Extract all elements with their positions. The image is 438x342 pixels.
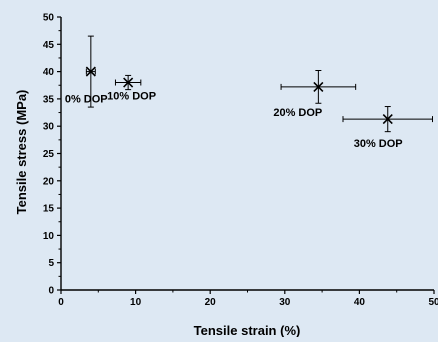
y-tick-label: 25	[43, 149, 55, 160]
data-point	[313, 81, 324, 92]
y-tick-label: 20	[43, 176, 55, 187]
y-tick-label: 40	[43, 67, 55, 78]
point-label: 20% DOP	[273, 107, 322, 119]
y-tick-label: 15	[43, 204, 55, 215]
y-tick-label: 5	[48, 258, 54, 269]
y-tick-label: 0	[48, 286, 54, 297]
point-marker-stroke	[382, 114, 393, 125]
point-marker-stroke	[85, 66, 96, 77]
x-tick-label: 30	[279, 297, 291, 308]
ticks: 0 10 20 30 40 50 0 5 10 15 20 25 30 35 40 45 50	[43, 13, 438, 309]
x-axis-title: Tensile strain (%)	[194, 323, 301, 337]
y-tick-label: 35	[43, 94, 55, 105]
x-tick-label: 0	[58, 297, 64, 308]
y-tick-label: 10	[43, 231, 55, 242]
x-tick-label: 40	[354, 297, 366, 308]
point-marker-stroke	[123, 77, 134, 88]
x-tick-label: 50	[428, 297, 438, 308]
data-points	[85, 66, 393, 125]
y-tick-label: 45	[43, 40, 55, 51]
point-labels: 0% DOP 10% DOP 20% DOP 30% DOP	[65, 91, 403, 151]
point-label: 30% DOP	[354, 138, 403, 150]
point-marker-stroke	[313, 81, 324, 92]
x-tick-label: 10	[130, 297, 142, 308]
data-point	[85, 66, 96, 77]
point-label: 10% DOP	[107, 91, 156, 103]
data-point	[123, 77, 134, 88]
y-tick-label: 50	[43, 13, 55, 24]
y-tick-label: 30	[43, 122, 55, 133]
y-axis-title: Tensile stress (MPa)	[14, 90, 29, 215]
point-label: 0% DOP	[65, 94, 108, 106]
x-tick-label: 20	[205, 297, 217, 308]
data-point	[382, 114, 393, 125]
